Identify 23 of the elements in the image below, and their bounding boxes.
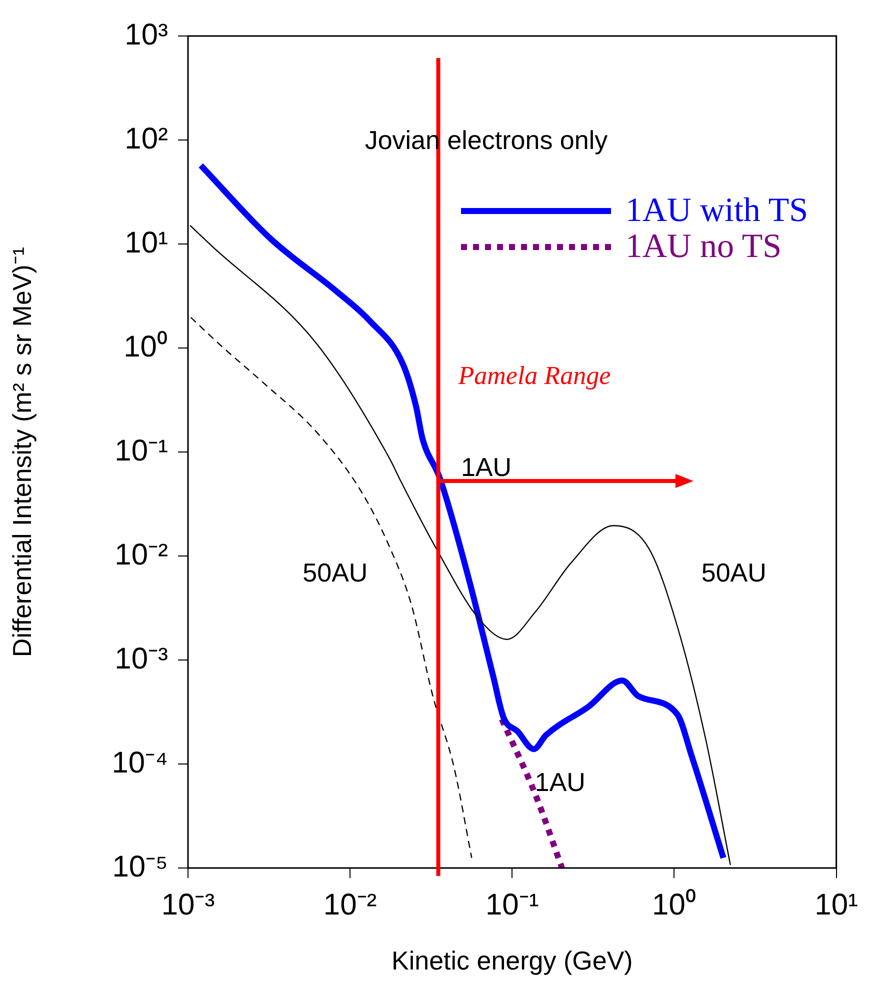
annotation: 1AU	[534, 767, 586, 798]
y-tick-label: 10⁻²	[114, 538, 168, 572]
y-tick-label: 10⁰	[124, 330, 168, 364]
x-tick-label: 10⁻¹	[485, 888, 539, 922]
x-tick-label: 10⁻²	[323, 888, 377, 922]
y-axis-title: Differential Intensity (m² s sr MeV)⁻¹	[6, 246, 37, 658]
y-tick-label: 10⁻³	[114, 642, 168, 676]
legend-label: 1AU with TS	[625, 192, 808, 230]
y-tick-label: 10⁻⁴	[112, 746, 168, 780]
x-tick-label: 10⁻³	[161, 888, 215, 922]
ref-line-label: Pamela Range	[457, 360, 611, 390]
y-tick-label: 10⁻¹	[114, 434, 168, 468]
annotation: 50AU	[302, 557, 368, 588]
y-tick-label: 10⁻⁵	[112, 850, 168, 884]
annotation: 1AU	[460, 452, 512, 482]
x-axis-title: Kinetic energy (GeV)	[391, 946, 633, 976]
x-tick-label: 10⁰	[652, 888, 696, 922]
legend-label: 1AU no TS	[625, 228, 782, 266]
y-tick-label: 10³	[124, 18, 168, 52]
y-tick-label: 10¹	[124, 226, 168, 260]
x-tick-label: 10¹	[814, 888, 858, 922]
annotation: 50AU	[701, 557, 766, 588]
y-tick-label: 10²	[124, 122, 168, 156]
